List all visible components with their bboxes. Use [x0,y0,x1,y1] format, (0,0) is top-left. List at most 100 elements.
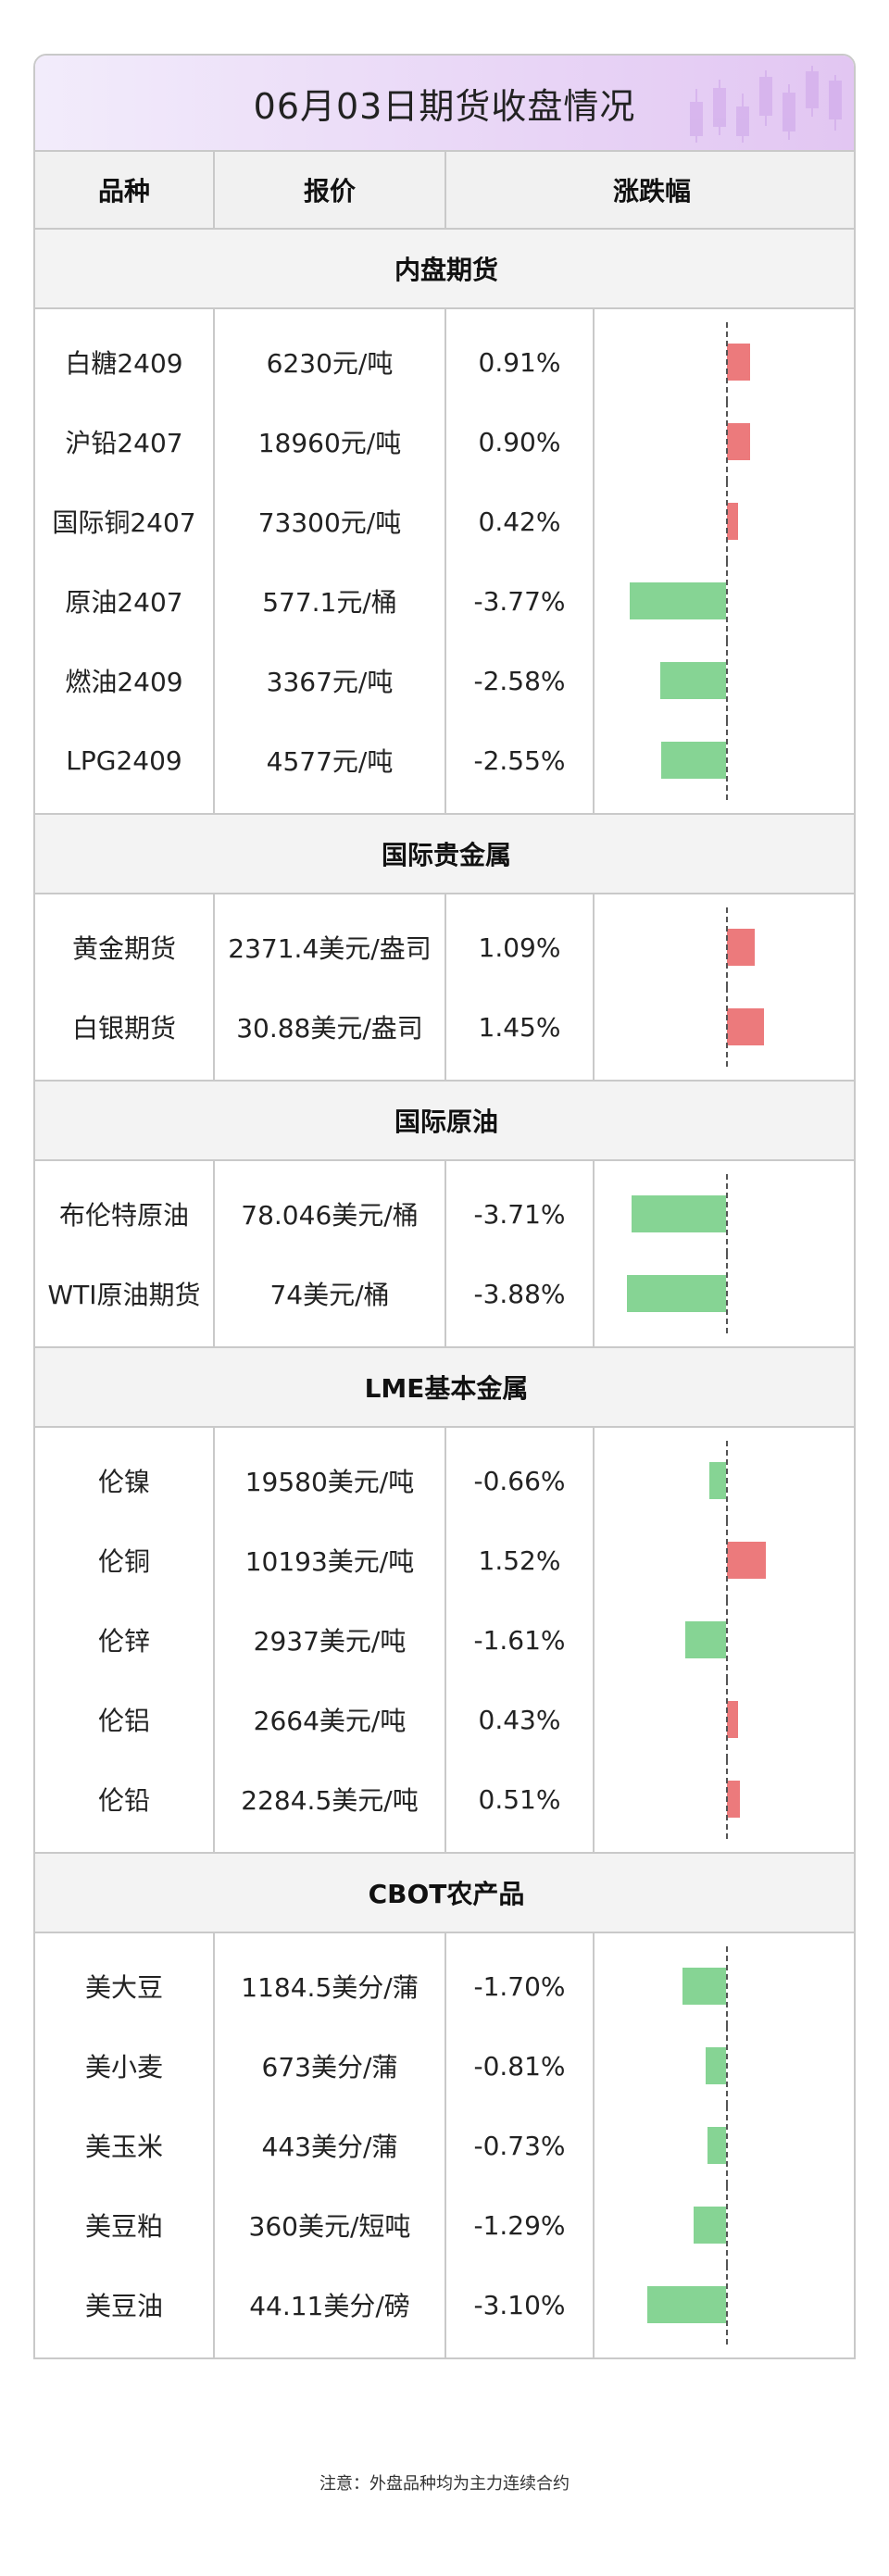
section-header: 国际贵金属 [35,813,854,894]
price-value: 19580美元/吨 [214,1441,446,1520]
futures-table-card: 06月03日期货收盘情况 品种 报价 涨跌幅 内盘期货白糖2409 6230元/吨… [33,54,856,2359]
zero-axis [726,1441,728,1520]
header-price: 报价 [214,152,446,230]
change-bar-down [682,1968,726,2005]
change-percent: -3.10% [445,2265,595,2345]
commodity-name: 白银期货 [35,987,215,1067]
section-header: LME基本金属 [35,1346,854,1428]
change-bar-up [727,1781,741,1818]
footnote: 注意：外盘品种均为主力连续合约 [319,2474,570,2494]
table-row: 燃油2409 3367元/吨 -2.58% [35,641,854,720]
table-row: 黄金期货 2371.4美元/盎司 1.09% [35,907,854,987]
change-bar-cell [594,2026,854,2106]
change-bar-down [693,2207,726,2244]
change-bar-cell [594,987,854,1067]
price-value: 443美分/蒲 [214,2106,446,2185]
price-value: 673美分/蒲 [214,2026,446,2106]
commodity-name: 燃油2409 [35,641,215,720]
zero-axis [726,2185,728,2265]
change-bar-cell [594,1680,854,1759]
commodity-name: 伦镍 [35,1441,215,1520]
row-spacer [35,1839,854,1853]
change-percent: -2.55% [445,720,595,800]
change-bar-up [727,423,750,460]
zero-axis [726,561,728,641]
section-title: 国际贵金属 [35,813,854,894]
commodity-name: 国际铜2407 [35,481,215,561]
table-row: 国际铜2407 73300元/吨 0.42% [35,481,854,561]
section-title: 内盘期货 [35,228,854,309]
commodity-name: 布伦特原油 [35,1174,215,1254]
zero-axis [726,2265,728,2345]
change-bar-cell [594,402,854,481]
change-bar-down [646,2286,726,2323]
change-bar-cell [594,1600,854,1680]
table-row: 布伦特原油 78.046美元/桶 -3.71% [35,1174,854,1254]
price-value: 4577元/吨 [214,720,446,800]
change-bar-cell [594,481,854,561]
zero-axis [726,2026,728,2106]
section-title: CBOT农产品 [35,1852,854,1933]
row-spacer [35,894,854,907]
commodity-name: 美玉米 [35,2106,215,2185]
header-row: 品种 报价 涨跌幅 [35,152,854,230]
price-value: 10193美元/吨 [214,1520,446,1600]
header-change: 涨跌幅 [445,152,854,230]
price-value: 2371.4美元/盎司 [214,907,446,987]
table-row: 白糖2409 6230元/吨 0.91% [35,322,854,402]
change-bar-cell [594,641,854,720]
price-value: 3367元/吨 [214,641,446,720]
table-row: 沪铅2407 18960元/吨 0.90% [35,402,854,481]
price-value: 30.88美元/盎司 [214,987,446,1067]
change-percent: 0.90% [445,402,595,481]
change-bar-cell [594,907,854,987]
zero-axis [726,987,728,1067]
zero-axis [726,402,728,481]
table-row: 伦铜 10193美元/吨 1.52% [35,1520,854,1600]
change-percent: -0.81% [445,2026,595,2106]
zero-axis [726,2106,728,2185]
change-percent: 0.91% [445,322,595,402]
commodity-name: 沪铅2407 [35,402,215,481]
change-percent: -3.77% [445,561,595,641]
price-value: 73300元/吨 [214,481,446,561]
price-value: 2664美元/吨 [214,1680,446,1759]
row-spacer [35,1160,854,1174]
change-percent: -1.70% [445,1946,595,2026]
change-bar-cell [594,720,854,800]
section-title: 国际原油 [35,1080,854,1161]
change-percent: -3.71% [445,1174,595,1254]
section-header: 内盘期货 [35,228,854,309]
change-percent: -0.73% [445,2106,595,2185]
change-percent: -3.88% [445,1254,595,1333]
row-spacer [35,1333,854,1347]
zero-axis [726,1946,728,2026]
zero-axis [726,1600,728,1680]
change-bar-down [660,662,726,699]
change-bar-down [684,1621,726,1658]
zero-axis [726,641,728,720]
table-row: 美小麦 673美分/蒲 -0.81% [35,2026,854,2106]
table-row: WTI原油期货 74美元/桶 -3.88% [35,1254,854,1333]
commodity-name: 美豆粕 [35,2185,215,2265]
row-spacer [35,308,854,322]
price-value: 18960元/吨 [214,402,446,481]
section-title: LME基本金属 [35,1346,854,1428]
change-bar-cell [594,1520,854,1600]
row-spacer [35,1427,854,1441]
page-title: 06月03日期货收盘情况 [253,85,636,127]
change-percent: 1.45% [445,987,595,1067]
price-value: 1184.5美分/蒲 [214,1946,446,2026]
commodity-name: 美大豆 [35,1946,215,2026]
commodity-name: 伦铝 [35,1680,215,1759]
change-bar-cell [594,322,854,402]
change-bar-cell [594,1441,854,1520]
header-name: 品种 [35,152,215,230]
change-bar-down [627,1275,726,1312]
table-row: 美豆油 44.11美分/磅 -3.10% [35,2265,854,2345]
price-value: 2937美元/吨 [214,1600,446,1680]
change-percent: 0.42% [445,481,595,561]
change-bar-up [727,1701,738,1738]
zero-axis [726,1759,728,1839]
zero-axis [726,1254,728,1333]
